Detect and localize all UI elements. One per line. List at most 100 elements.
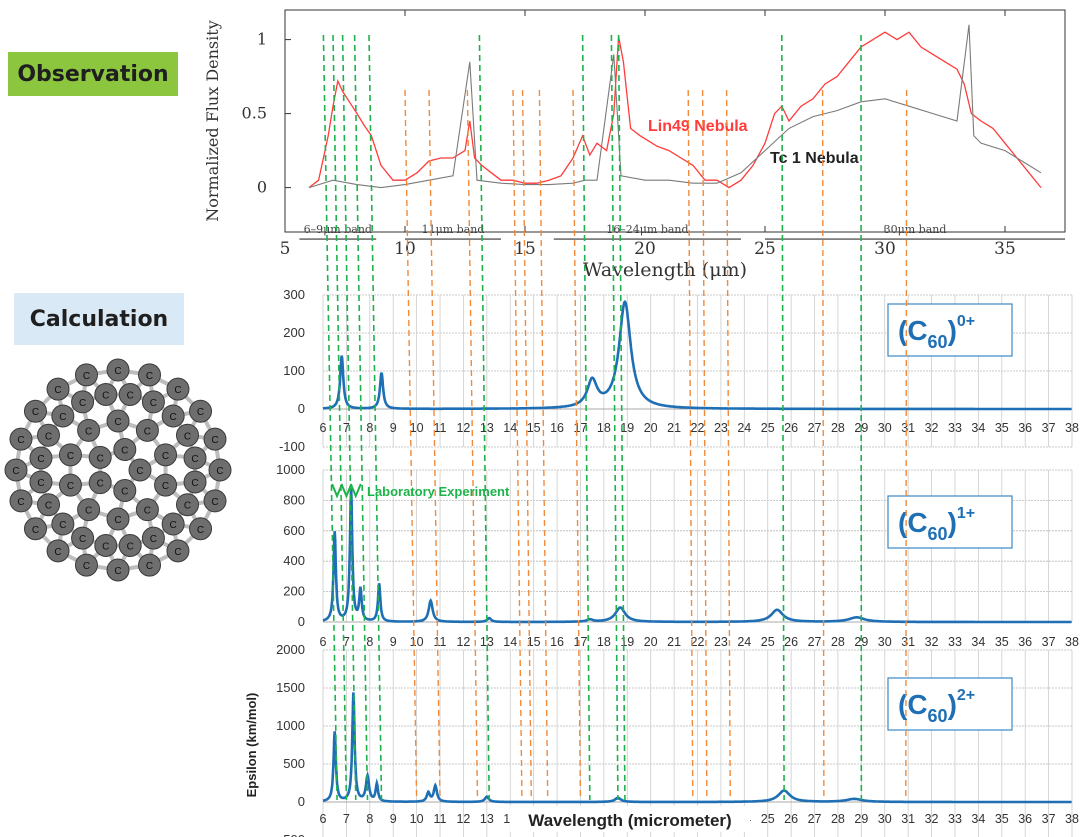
carbon-atom (175, 493, 199, 517)
carbon-atom (77, 418, 101, 442)
x-tick-label: 15 (527, 635, 541, 649)
c60-1plus-chart: 0 200 400 600 800 1000 6 7 8 9 10 11 12 13 14 15 16 17 18 1… (276, 462, 1079, 649)
x-tick-label: 23 (714, 421, 728, 435)
carbon-atom (58, 443, 82, 467)
x-tick-label: 9 (390, 421, 397, 435)
carbon-atom (37, 423, 61, 447)
orange-ref-line (687, 89, 694, 801)
x-tick-label: 20 (634, 239, 656, 259)
x-tick-label: 38 (1065, 812, 1079, 826)
atom-label: C (54, 547, 61, 558)
x-tick-label: 25 (761, 421, 775, 435)
x-tick-label: 33 (948, 635, 962, 649)
atom-label: C (197, 407, 204, 418)
green-ref-line (332, 34, 348, 801)
tc1-label: Tc 1 Nebula (770, 150, 859, 167)
carbon-atom (113, 479, 137, 503)
x-tick-label: 9 (390, 812, 397, 826)
carbon-atom (37, 493, 61, 517)
carbon-atom (161, 512, 185, 536)
atom-label: C (67, 481, 74, 492)
y-tick-label: 1 (257, 30, 267, 49)
x-tick-label: 34 (971, 812, 985, 826)
x-tick-label: 10 (410, 812, 424, 826)
carbon-atom (9, 489, 33, 513)
y-tick-label: 0 (298, 794, 305, 809)
carbon-atom (189, 399, 213, 423)
x-tick-label: 34 (971, 421, 985, 435)
atom-label: C (191, 478, 198, 489)
atom-label: C (54, 385, 61, 396)
orange-ref-line (404, 89, 418, 801)
x-tick-label: 12 (456, 635, 470, 649)
atom-label: C (102, 391, 109, 402)
carbon-atom (208, 458, 232, 482)
ion-label-box (887, 495, 1013, 549)
atom-label: C (85, 506, 92, 517)
green-ref-line (581, 34, 591, 801)
green-ref-line (368, 34, 383, 801)
carbon-atom (88, 445, 112, 469)
y-tick-label: -100 (279, 439, 305, 454)
atom-label: C (32, 525, 39, 536)
atom-label: C (114, 566, 121, 577)
atom-label: C (146, 561, 153, 572)
lin49-label: Lin49 Nebula (648, 118, 748, 135)
x-tick-label: 14 (503, 635, 517, 649)
x-axis-label: Wavelength (micrometer) (528, 811, 731, 830)
x-tick-label: 34 (971, 635, 985, 649)
carbon-atom (135, 498, 159, 522)
lab-arrow (331, 483, 343, 499)
atom-label: C (170, 520, 177, 531)
carbon-atom (4, 458, 28, 482)
x-tick-label: 27 (808, 812, 822, 826)
x-tick-label: 30 (878, 421, 892, 435)
y-tick-label: 1500 (276, 680, 305, 695)
x-tick-label: 11 (434, 812, 447, 826)
atom-label: C (136, 466, 143, 477)
orange-ref-line (701, 89, 708, 801)
lab-experiment-label: Laboratory Experiment (367, 484, 510, 499)
x-tick-label: 16 (550, 635, 564, 649)
carbon-atom (77, 498, 101, 522)
x-tick-label: 23 (714, 635, 728, 649)
x-tick-label: 36 (1018, 812, 1032, 826)
x-tick-label: 37 (1042, 421, 1056, 435)
x-tick-label: 8 (366, 421, 373, 435)
x-tick-label: 10 (410, 635, 424, 649)
carbon-atom (29, 446, 53, 470)
x-tick-label: 36 (1018, 421, 1032, 435)
carbon-atom (94, 533, 118, 557)
carbon-atom (138, 553, 162, 577)
carbon-atom (141, 526, 165, 550)
y-tick-label: 1000 (276, 462, 305, 477)
x-tick-label: 20 (644, 635, 658, 649)
y-tick-label: 0 (298, 614, 305, 629)
x-tick-label: 16 (550, 421, 564, 435)
x-tick-label: 29 (854, 635, 868, 649)
x-tick-label: 32 (925, 635, 939, 649)
carbon-atom (74, 363, 98, 387)
y-tick-label: 200 (283, 325, 305, 340)
band-label: 11μm band (422, 223, 485, 236)
atom-label: C (150, 534, 157, 545)
x-tick-label: 33 (948, 812, 962, 826)
x-tick-label: 9 (390, 635, 397, 649)
x-tick-label: 27 (808, 635, 822, 649)
carbon-atom (166, 377, 190, 401)
y-tick-label: 2000 (276, 642, 305, 657)
x-tick-label: 35 (995, 635, 1009, 649)
x-tick-label: 36 (1018, 635, 1032, 649)
atom-label: C (191, 454, 198, 465)
atom-label: C (59, 520, 66, 531)
x-tick-label: 15 (527, 421, 541, 435)
atom-label: C (114, 515, 121, 526)
x-tick-label: 7 (343, 421, 350, 435)
x-tick-label: 28 (831, 635, 845, 649)
atom-label: C (37, 478, 44, 489)
carbon-atom (29, 470, 53, 494)
x-tick-label: 17 (574, 421, 588, 435)
x-tick-label: 22 (691, 421, 705, 435)
y-tick-label: 800 (283, 492, 305, 507)
